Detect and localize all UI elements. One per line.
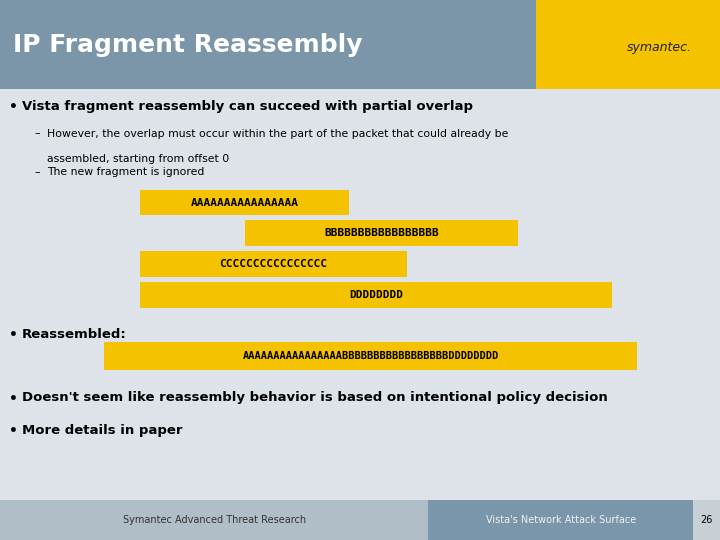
Text: IP Fragment Reassembly: IP Fragment Reassembly [13,32,362,57]
Text: BBBBBBBBBBBBBBBBB: BBBBBBBBBBBBBBBBB [324,228,439,238]
Text: DDDDDDDD: DDDDDDDD [349,290,403,300]
FancyBboxPatch shape [0,500,428,540]
FancyBboxPatch shape [693,500,720,540]
Text: •: • [9,328,17,342]
FancyBboxPatch shape [104,342,637,370]
Text: –: – [35,129,40,139]
Text: •: • [9,392,17,406]
Text: Symantec Advanced Threat Research: Symantec Advanced Threat Research [123,515,306,525]
FancyBboxPatch shape [245,220,518,246]
FancyBboxPatch shape [140,282,612,308]
Text: More details in paper: More details in paper [22,424,182,437]
Text: Doesn't seem like reassembly behavior is based on intentional policy decision: Doesn't seem like reassembly behavior is… [22,392,608,404]
Text: AAAAAAAAAAAAAAAA: AAAAAAAAAAAAAAAA [191,198,299,207]
Text: AAAAAAAAAAAAAAAABBBBBBBBBBBBBBBBBDDDDDDDD: AAAAAAAAAAAAAAAABBBBBBBBBBBBBBBBBDDDDDDD… [243,352,499,361]
Text: The new fragment is ignored: The new fragment is ignored [47,167,204,178]
Text: 26: 26 [700,515,713,525]
FancyBboxPatch shape [0,0,720,89]
Text: CCCCCCCCCCCCCCCC: CCCCCCCCCCCCCCCC [220,259,328,269]
FancyBboxPatch shape [140,251,407,277]
Text: •: • [9,100,17,114]
Text: Reassembled:: Reassembled: [22,328,126,341]
Text: However, the overlap must occur within the part of the packet that could already: However, the overlap must occur within t… [47,129,508,139]
FancyBboxPatch shape [428,500,693,540]
Text: Vista fragment reassembly can succeed with partial overlap: Vista fragment reassembly can succeed wi… [22,100,472,113]
FancyBboxPatch shape [536,0,720,89]
Text: •: • [9,424,17,438]
Text: symantec.: symantec. [626,40,691,54]
FancyBboxPatch shape [140,190,349,215]
Text: Vista's Network Attack Surface: Vista's Network Attack Surface [486,515,636,525]
Text: –: – [35,167,40,178]
Text: assembled, starting from offset 0: assembled, starting from offset 0 [47,154,229,165]
